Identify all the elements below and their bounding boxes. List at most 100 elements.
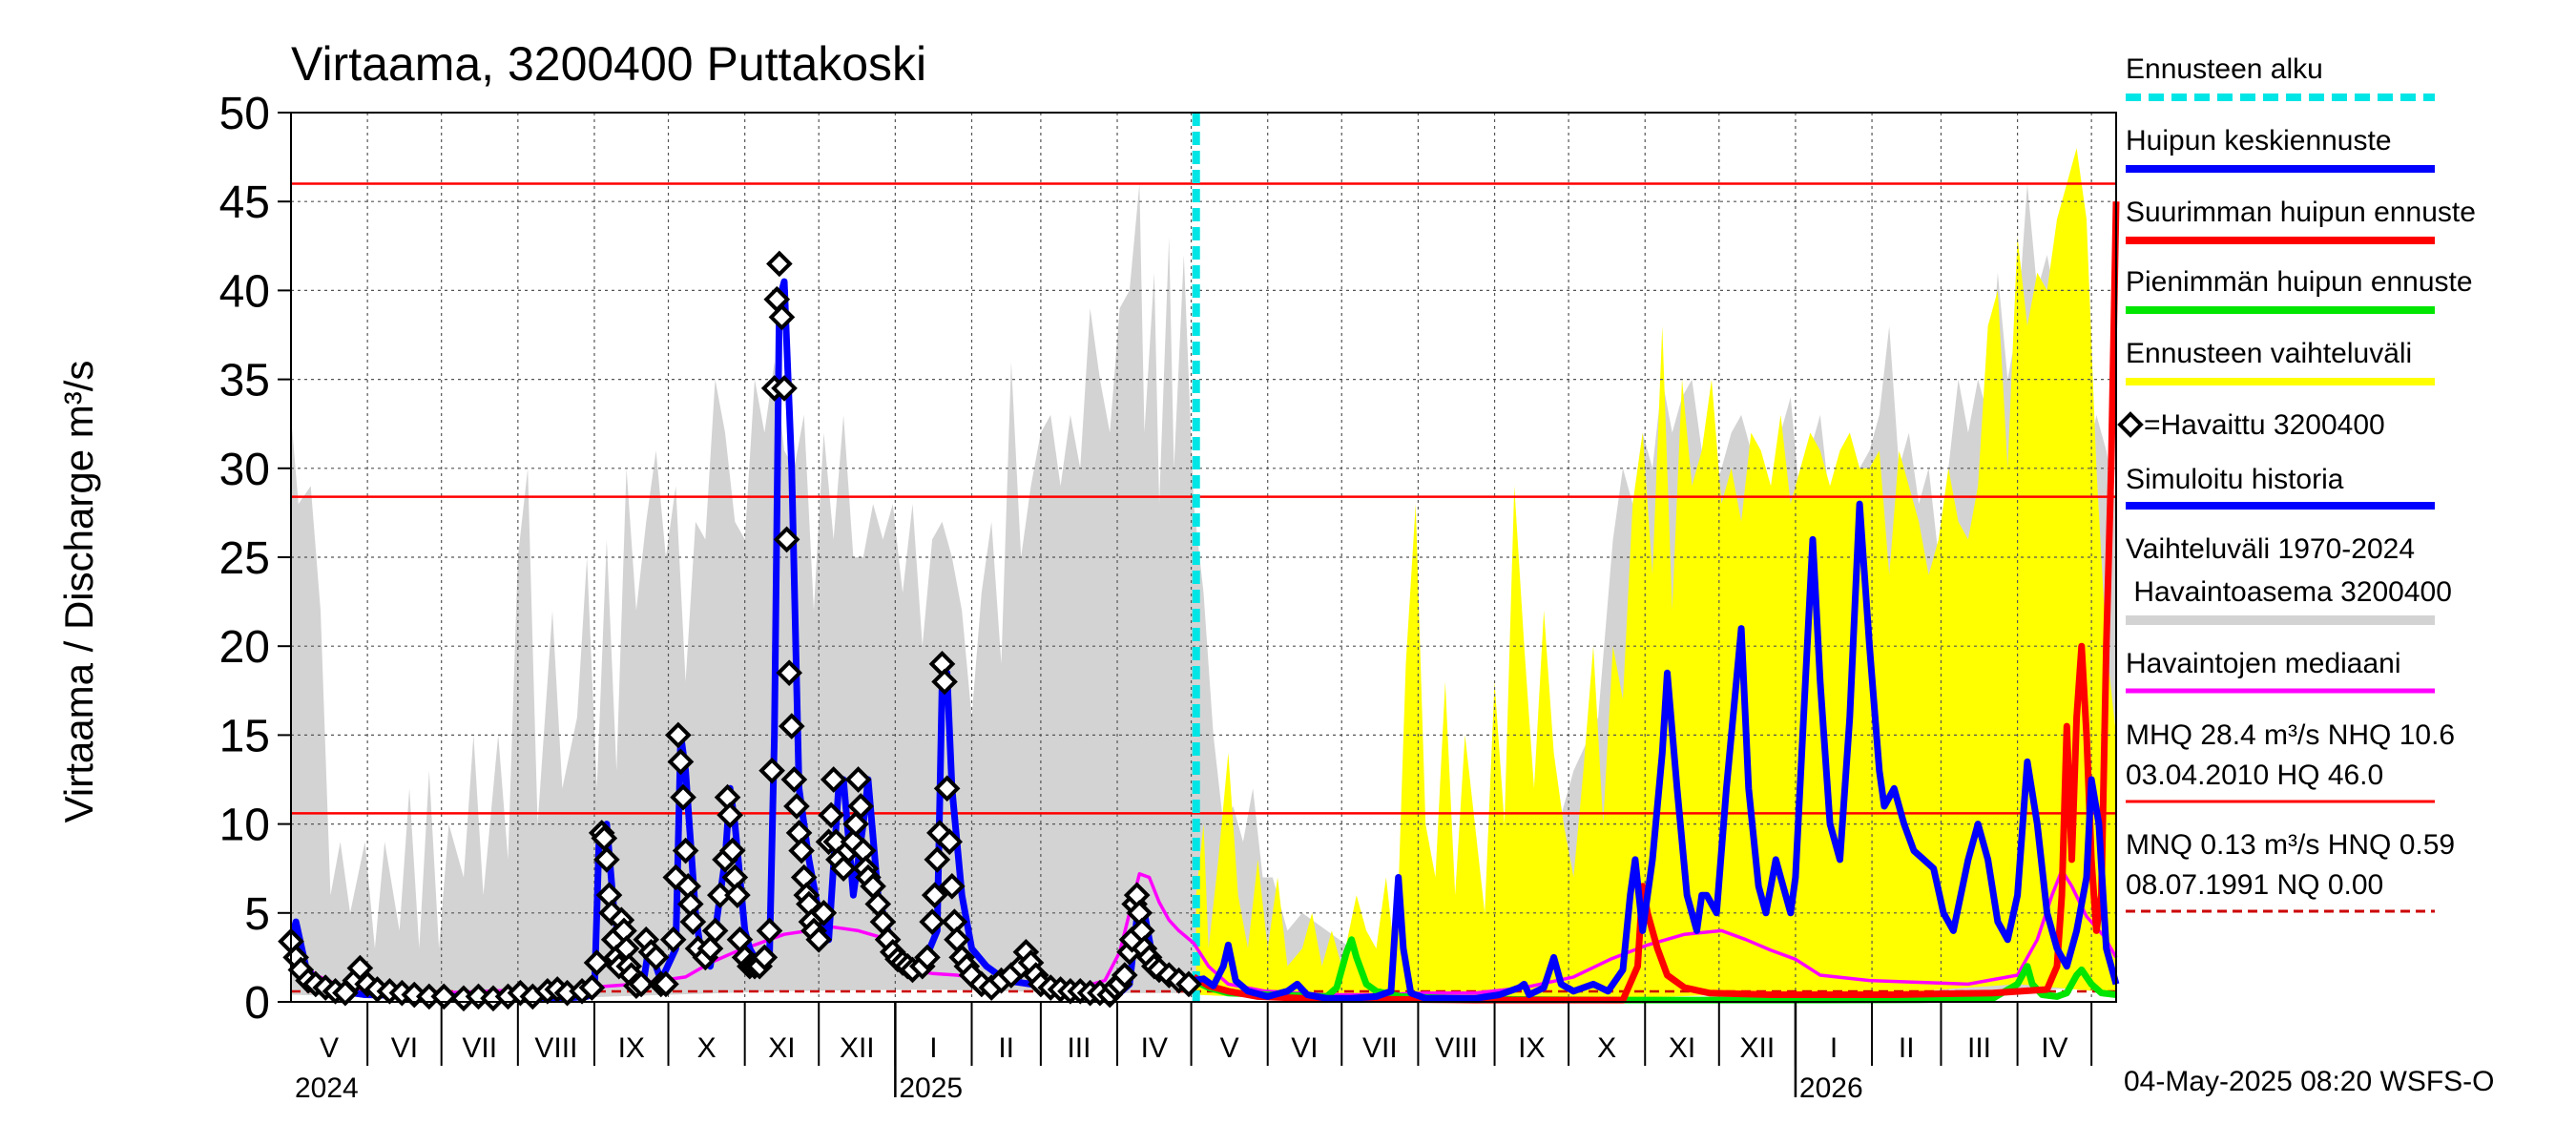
y-tick-label: 20 bbox=[219, 622, 270, 673]
legend-stat-nq: 08.07.1991 NQ 0.00 bbox=[2126, 869, 2383, 901]
observed-marker bbox=[818, 802, 844, 829]
legend-label-simulated: Simuloitu historia bbox=[2126, 464, 2344, 495]
y-tick-label: 15 bbox=[219, 711, 270, 761]
observed-marker bbox=[751, 944, 779, 971]
legend-observed-marker bbox=[2117, 411, 2144, 438]
y-tick-label: 0 bbox=[244, 978, 270, 1029]
legend-label-variation-range: Vaihteluväli 1970-2024 bbox=[2126, 533, 2415, 565]
observed-marker bbox=[773, 526, 800, 553]
x-month-label: VIII bbox=[1435, 1032, 1478, 1064]
x-month-label: VI bbox=[391, 1032, 418, 1064]
observed-marker bbox=[758, 757, 785, 784]
forecast-mean-line bbox=[1193, 500, 2120, 1002]
observed-marker bbox=[593, 846, 620, 873]
observed-marker bbox=[771, 375, 798, 402]
observed-marker bbox=[717, 802, 743, 829]
observed-marker bbox=[924, 846, 951, 873]
x-month-label: VII bbox=[462, 1032, 497, 1064]
observed-marker bbox=[820, 766, 847, 793]
y-tick-label: 25 bbox=[219, 533, 270, 584]
observed-marker bbox=[701, 917, 729, 945]
observed-marker bbox=[788, 837, 815, 864]
x-year-label: 2024 bbox=[295, 1072, 359, 1104]
y-axis-ticks: 0 5 10 15 20 25 30 35 40 45 50 bbox=[219, 89, 291, 1029]
observed-marker bbox=[578, 974, 606, 1001]
x-month-label: XII bbox=[840, 1032, 875, 1064]
observed-marker bbox=[938, 873, 966, 900]
legend-label-observed: =Havaittu 3200400 bbox=[2144, 409, 2385, 441]
legend-stat-mnq: MNQ 0.13 m³/s HNQ 0.59 bbox=[2126, 829, 2455, 861]
reference-lines-layer bbox=[291, 182, 2116, 993]
y-tick-label: 50 bbox=[219, 89, 270, 139]
x-month-label: VI bbox=[1291, 1032, 1318, 1064]
x-axis: V VI VII VIII IX X XI XII I II III IV V VI VII VIII IX X X… bbox=[295, 1002, 2093, 1104]
legend-label-forecast-start: Ennusteen alku bbox=[2126, 53, 2323, 85]
x-month-label: IX bbox=[1518, 1032, 1545, 1064]
observed-marker bbox=[921, 882, 948, 908]
observed-marker bbox=[718, 837, 746, 864]
legend-label-min-peak: Pienimmän huipun ennuste bbox=[2126, 266, 2473, 298]
footer-timestamp: 04-May-2025 08:20 WSFS-O bbox=[2124, 1066, 2495, 1097]
observed-marker bbox=[696, 935, 724, 962]
y-tick-label: 10 bbox=[219, 801, 270, 851]
observed-marker bbox=[665, 721, 692, 749]
observed-marker bbox=[783, 793, 810, 820]
forecast-range-band bbox=[1195, 148, 2116, 1001]
y-tick-label: 35 bbox=[219, 356, 270, 406]
y-tick-label: 45 bbox=[219, 177, 270, 228]
observed-marker bbox=[933, 775, 961, 802]
legend-label-variation-station: Havaintoasema 3200400 bbox=[2126, 576, 2452, 608]
x-month-label: XII bbox=[1740, 1032, 1776, 1064]
x-month-label: XI bbox=[768, 1032, 795, 1064]
observed-marker bbox=[844, 766, 872, 793]
legend-label-median: Havaintojen mediaani bbox=[2126, 648, 2401, 679]
x-month-label: IX bbox=[618, 1032, 645, 1064]
x-month-label: I bbox=[929, 1032, 937, 1064]
x-month-label: III bbox=[1967, 1032, 1991, 1064]
grid-layer bbox=[291, 113, 2116, 1002]
observed-marker bbox=[919, 908, 945, 935]
x-month-label: X bbox=[697, 1032, 717, 1064]
observed-marker bbox=[679, 908, 707, 935]
observed-marker bbox=[430, 983, 458, 1010]
observed-marker bbox=[667, 748, 695, 776]
observed-marker bbox=[810, 899, 838, 926]
observed-marker bbox=[1175, 970, 1202, 998]
y-tick-label: 5 bbox=[244, 889, 270, 940]
legend-stat-mhq: MHQ 28.4 m³/s NHQ 10.6 bbox=[2126, 719, 2455, 751]
observed-marker bbox=[756, 917, 783, 945]
y-tick-label: 30 bbox=[219, 445, 270, 495]
legend-stat-hq: 03.04.2010 HQ 46.0 bbox=[2126, 760, 2383, 791]
chart-title: Virtaama, 3200400 Puttakoski bbox=[291, 37, 926, 91]
observed-marker bbox=[670, 783, 696, 811]
observed-marker bbox=[591, 824, 618, 852]
observed-marker bbox=[778, 713, 805, 739]
x-month-label: XI bbox=[1669, 1032, 1695, 1064]
y-axis-label: Virtaama / Discharge m³/s bbox=[56, 361, 101, 823]
x-month-label: III bbox=[1067, 1032, 1091, 1064]
observed-marker bbox=[628, 970, 654, 998]
observed-marker bbox=[931, 668, 958, 696]
x-year-label: 2026 bbox=[1799, 1072, 1863, 1104]
x-month-label: X bbox=[1597, 1032, 1616, 1064]
x-month-label: IV bbox=[1141, 1032, 1168, 1064]
x-year-label: 2025 bbox=[899, 1072, 963, 1104]
observed-marker bbox=[805, 926, 833, 953]
observed-marker bbox=[847, 793, 874, 820]
legend-label-mean-peak: Huipun keskiennuste bbox=[2126, 125, 2392, 156]
x-month-label: I bbox=[1830, 1032, 1838, 1064]
x-month-label: V bbox=[320, 1032, 339, 1064]
observed-marker bbox=[583, 949, 611, 976]
x-month-label: VII bbox=[1362, 1032, 1398, 1064]
legend: Ennusteen alku Huipun keskiennuste Suuri… bbox=[2117, 53, 2476, 913]
x-month-label: II bbox=[1899, 1032, 1915, 1064]
observed-marker bbox=[653, 970, 679, 998]
plot-area bbox=[278, 112, 2120, 1012]
observed-marker bbox=[780, 766, 808, 793]
observed-marker bbox=[1111, 962, 1138, 989]
x-month-label: VIII bbox=[534, 1032, 577, 1064]
observed-marker bbox=[724, 882, 751, 908]
observed-marker bbox=[659, 926, 687, 953]
x-month-label: II bbox=[998, 1032, 1014, 1064]
